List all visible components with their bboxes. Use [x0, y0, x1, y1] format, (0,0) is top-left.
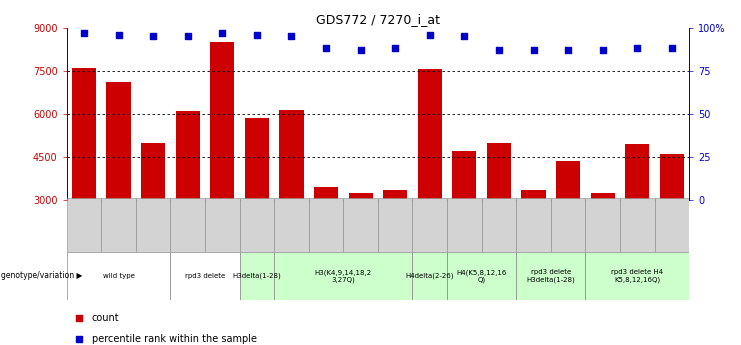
Bar [136, 198, 170, 252]
Bar [205, 198, 239, 252]
Bar [309, 198, 343, 252]
Bar [551, 198, 585, 252]
Bar [141, 142, 165, 200]
Text: rpd3 delete H4
K5,8,12,16Q): rpd3 delete H4 K5,8,12,16Q) [611, 269, 663, 283]
Point [320, 46, 332, 51]
Bar [210, 42, 234, 200]
Point [424, 32, 436, 37]
Bar [418, 69, 442, 200]
Bar [620, 198, 654, 252]
Text: genotype/variation ▶: genotype/variation ▶ [1, 272, 82, 280]
Bar [378, 198, 413, 252]
Bar [343, 198, 378, 252]
Bar [654, 198, 689, 252]
Bar [482, 198, 516, 252]
Text: rpd3 delete: rpd3 delete [185, 273, 225, 279]
Title: GDS772 / 7270_i_at: GDS772 / 7270_i_at [316, 13, 440, 27]
Bar [413, 198, 447, 252]
Point [78, 30, 90, 36]
Bar [516, 252, 585, 300]
Point [459, 33, 471, 39]
Text: H4delta(2-26): H4delta(2-26) [405, 273, 454, 279]
Bar [72, 68, 96, 200]
Bar [170, 198, 205, 252]
Point [666, 46, 678, 51]
Point [216, 30, 228, 36]
Point [389, 46, 401, 51]
Point [493, 47, 505, 53]
Point [285, 33, 297, 39]
Point [597, 47, 608, 53]
Point [355, 47, 367, 53]
Bar [585, 198, 620, 252]
Text: count: count [92, 313, 119, 323]
Bar [452, 151, 476, 200]
Bar [107, 82, 130, 200]
Bar [67, 198, 102, 252]
Point [331, 77, 343, 82]
Bar [67, 252, 170, 300]
Point [562, 47, 574, 53]
Bar [516, 198, 551, 252]
Bar [274, 252, 413, 300]
Point [147, 33, 159, 39]
Bar [447, 198, 482, 252]
Point [631, 46, 643, 51]
Text: wild type: wild type [102, 273, 135, 279]
Bar [383, 190, 408, 200]
Point [113, 32, 124, 37]
Bar [348, 193, 373, 200]
Text: H4(K5,8,12,16
Q): H4(K5,8,12,16 Q) [456, 269, 507, 283]
Bar [413, 252, 447, 300]
Point [251, 32, 263, 37]
Point [182, 33, 193, 39]
Bar [487, 142, 511, 200]
Point [331, 265, 343, 270]
Text: percentile rank within the sample: percentile rank within the sample [92, 334, 257, 344]
Point [528, 47, 539, 53]
Bar [314, 187, 338, 200]
Bar [625, 144, 649, 200]
Text: H3delta(1-28): H3delta(1-28) [233, 273, 282, 279]
Bar [591, 193, 615, 200]
Text: H3(K4,9,14,18,2
3,27Q): H3(K4,9,14,18,2 3,27Q) [315, 269, 372, 283]
Bar [659, 154, 684, 200]
Bar [274, 198, 309, 252]
Bar [585, 252, 689, 300]
Bar [102, 198, 136, 252]
Bar [447, 252, 516, 300]
Bar [245, 118, 269, 200]
Bar [239, 252, 274, 300]
Text: rpd3 delete
H3delta(1-28): rpd3 delete H3delta(1-28) [526, 269, 575, 283]
Bar [239, 198, 274, 252]
Bar [279, 110, 304, 200]
Bar [176, 111, 200, 200]
Bar [170, 252, 239, 300]
Bar [556, 161, 580, 200]
Bar [522, 190, 545, 200]
